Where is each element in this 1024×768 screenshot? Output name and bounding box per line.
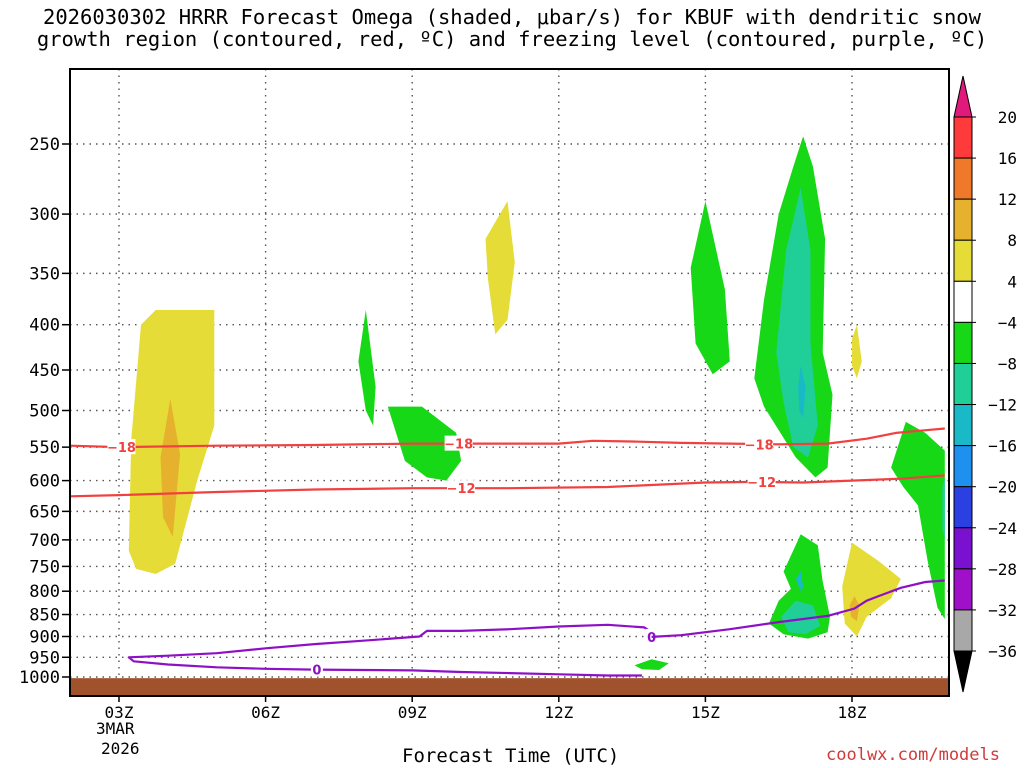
x-tick-label-12: 12Z — [544, 703, 573, 722]
colorbar-label-7: −12 — [988, 396, 1017, 415]
title-line-1: 2026030302 HRRR Forecast Omega (shaded, … — [43, 5, 981, 29]
colorbar-band-4 — [953, 280, 973, 323]
colorbar-label-10: −24 — [988, 519, 1017, 538]
x-tick-label-9: 09Z — [398, 703, 427, 722]
colorbar-label-9: −20 — [988, 478, 1017, 497]
colorbar-bottom-arrow — [953, 650, 973, 693]
contour-label-minus-18-1: −18 — [444, 438, 473, 453]
colorbar-band-7 — [953, 404, 973, 447]
title-line-2: growth region (contoured, red, ºC) and f… — [36, 27, 988, 51]
contour-label-minus-18-0: −18 — [107, 441, 136, 456]
x-axis: 03Z 06Z 09Z 12Z 15Z 18Z — [105, 696, 867, 722]
y-tick-label-500: 500 — [29, 402, 60, 422]
omega-region-cyan-tower — [798, 365, 806, 419]
y-tick-label-700: 700 — [29, 531, 60, 551]
date-label-year: 2026 — [101, 739, 140, 758]
contour-minus-12 — [70, 474, 945, 498]
colorbar-band-8 — [953, 445, 973, 488]
colorbar-label-3: 8 — [1007, 231, 1017, 250]
contour-label-minus-18-2: −18 — [745, 438, 774, 453]
contour-label-minus-12-1: −12 — [747, 476, 776, 491]
y-tick-label-650: 650 — [29, 502, 60, 522]
omega-shading — [128, 136, 945, 670]
contour-label-bg-minus-18-0 — [107, 439, 136, 455]
contour-minus-18 — [70, 427, 945, 449]
y-tick-label-300: 300 — [29, 205, 60, 225]
omega-region-teal-low — [781, 600, 821, 635]
omega-region-green-a — [358, 310, 376, 426]
omega-region-cyan-low — [795, 571, 804, 592]
y-tick-label-1000: 1000 — [19, 668, 60, 688]
x-tick-label-3: 03Z — [105, 703, 134, 722]
y-tick-label-800: 800 — [29, 582, 60, 602]
ground-layer — [70, 678, 949, 696]
y-tick-label-400: 400 — [29, 316, 60, 336]
colorbar-label-4: 4 — [1007, 272, 1017, 291]
omega-region-green-right — [891, 421, 945, 619]
colorbar-label-8: −16 — [988, 437, 1017, 456]
omega-region-green-tiny — [634, 659, 669, 670]
colorbar-band-10 — [953, 527, 973, 570]
colorbar-band-11 — [953, 568, 973, 611]
omega-region-yellow-mid — [485, 201, 515, 335]
chart-title: 2026030302 HRRR Forecast Omega (shaded, … — [0, 6, 1024, 50]
y-tick-label-250: 250 — [29, 135, 60, 155]
omega-region-teal-right — [942, 477, 945, 540]
contour-label-bg-minus-18-2 — [745, 436, 774, 452]
colorbar-label-5: −4 — [998, 313, 1017, 332]
colorbar-label-0: 20 — [998, 108, 1017, 127]
y-tick-label-450: 450 — [29, 361, 60, 381]
colorbar-label-2: 12 — [998, 190, 1017, 209]
y-tick-label-600: 600 — [29, 472, 60, 492]
x-tick-label-15: 15Z — [691, 703, 720, 722]
omega-region-yellow-late-small — [852, 324, 862, 379]
omega-region-teal-tower — [776, 187, 818, 458]
omega-region-green-c — [690, 201, 730, 375]
colorbar-band-12 — [953, 609, 973, 652]
colorbar-band-0 — [953, 116, 973, 159]
colorbar-band-6 — [953, 362, 973, 406]
colorbar-band-2 — [953, 198, 973, 241]
y-tick-label-350: 350 — [29, 264, 60, 284]
credit-link[interactable]: coolwx.com/models — [826, 745, 1000, 765]
colorbar-label-12: −32 — [988, 601, 1017, 620]
y-tick-label-550: 550 — [29, 438, 60, 458]
omega-region-yellow-late — [842, 542, 901, 637]
contour-label-bg-minus-12-1 — [747, 473, 776, 489]
colorbar-band-3 — [953, 239, 973, 282]
y-tick-label-850: 850 — [29, 606, 60, 626]
contour-label-zero-freezing-1: 0 — [647, 631, 656, 646]
x-axis-label: Forecast Time (UTC) — [402, 745, 620, 767]
y-tick-label-950: 950 — [29, 648, 60, 668]
y-axis: 2503003504004505005506006507007508008509… — [19, 135, 70, 688]
omega-region-orange-early — [160, 398, 181, 538]
plot-frame — [69, 68, 950, 697]
y-tick-label-750: 750 — [29, 557, 60, 577]
contour-label-bg-zero-freezing-0 — [310, 661, 323, 677]
x-tick-label-18: 18Z — [838, 703, 867, 722]
grid — [70, 69, 949, 696]
colorbar-top-arrow — [953, 75, 973, 118]
colorbar-label-11: −28 — [988, 560, 1017, 579]
colorbar-band-1 — [953, 157, 973, 200]
colorbar-band-9 — [953, 486, 973, 529]
contour-zero-freezing — [127, 623, 658, 677]
date-label-day: 3MAR — [96, 719, 135, 738]
x-tick-label-6: 06Z — [251, 703, 280, 722]
contour-label-bg-minus-18-1 — [444, 435, 473, 451]
colorbar: 20 16 12 8 4 −4 −8 −12 −16 −20 −24 −28 −32 −36 — [953, 75, 1017, 693]
colorbar-band-5 — [953, 321, 973, 364]
colorbar-label-1: 16 — [998, 149, 1017, 168]
colorbar-label-6: −8 — [998, 354, 1017, 373]
contour-label-zero-freezing-0: 0 — [312, 664, 321, 679]
colorbar-label-13: −36 — [988, 642, 1017, 661]
contour-zero-freezing-right — [651, 579, 945, 638]
contour-label-bg-minus-12-0 — [447, 480, 476, 496]
contours: −18 −18 −18 −12 −12 0 0 — [70, 427, 945, 679]
y-tick-label-900: 900 — [29, 627, 60, 647]
contour-label-minus-12-0: −12 — [447, 482, 476, 497]
